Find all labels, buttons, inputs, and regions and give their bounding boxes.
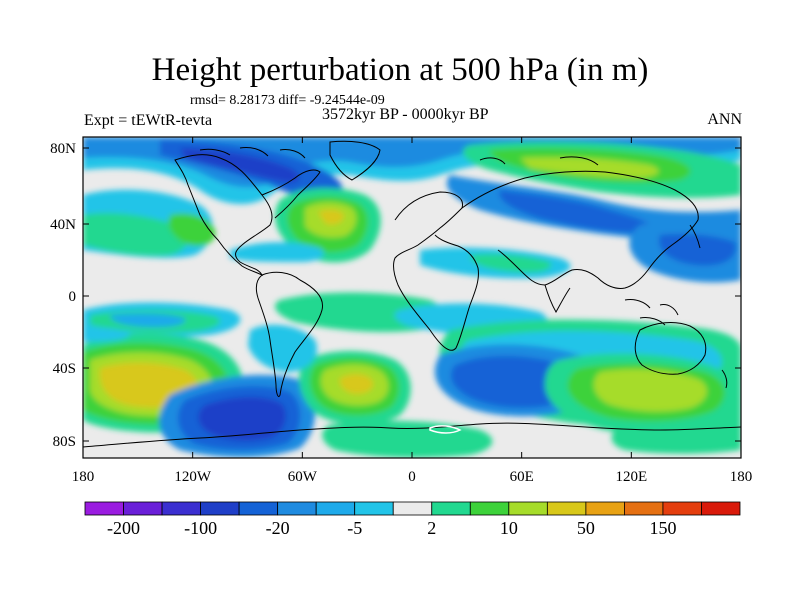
lon-tick-label: 120E: [615, 469, 647, 485]
colorbar-swatch: [508, 501, 548, 516]
lon-tick-label: 120W: [174, 469, 212, 485]
lon-tick-label: 180: [730, 469, 753, 485]
stats-text: rmsd= 8.28173 diff= -9.24544e-09: [190, 93, 385, 108]
colorbar-label: 150: [649, 518, 677, 538]
colorbar-swatch: [238, 501, 279, 516]
colorbar-swatch: [431, 501, 471, 516]
lat-tick-label: 40S: [53, 361, 76, 377]
colorbar-label: -100: [184, 518, 218, 538]
colorbar-swatch: [585, 501, 625, 516]
longitude-axis: 180 120W 60W 0 60E 120E 180: [72, 137, 753, 485]
lon-tick-label: 60W: [288, 469, 318, 485]
period-label: 3572kyr BP - 0000kyr BP: [322, 106, 489, 123]
height-perturbation-field: [83, 137, 741, 458]
lon-tick-label: 0: [408, 469, 416, 485]
latitude-axis: 80N 40N 0 40S 80S: [50, 141, 741, 450]
colorbar-swatch: [662, 501, 702, 516]
colorbar-swatch: [123, 501, 163, 516]
lat-tick-label: 0: [69, 289, 77, 305]
lon-tick-label: 180: [72, 469, 95, 485]
colorbar-swatch: [546, 501, 587, 516]
colorbar-swatch: [701, 501, 741, 516]
colorbar-swatch: [84, 501, 124, 516]
colorbar: [84, 501, 741, 516]
colorbar-swatch: [200, 501, 240, 516]
plot-title: Height perturbation at 500 hPa (in m): [151, 52, 649, 88]
colorbar-swatch: [469, 501, 510, 516]
colorbar-label: 10: [499, 518, 518, 538]
colorbar-label: -20: [265, 518, 290, 538]
lon-tick-label: 60E: [510, 469, 534, 485]
colorbar-label: -200: [107, 518, 141, 538]
lat-tick-label: 80N: [50, 141, 76, 157]
coastlines: [83, 140, 741, 448]
season-label: ANN: [707, 111, 742, 128]
colorbar-swatch: [354, 501, 394, 516]
lat-tick-label: 80S: [53, 434, 76, 450]
colorbar-label: 50: [576, 518, 595, 538]
colorbar-label: -5: [347, 518, 363, 538]
colorbar-swatch: [624, 501, 664, 516]
experiment-label: Expt = tEWtR-tevta: [84, 112, 213, 129]
colorbar-swatch: [392, 501, 433, 516]
colorbar-label: 2: [427, 518, 437, 538]
colorbar-swatch: [277, 501, 317, 516]
colorbar-swatch: [161, 501, 201, 516]
lat-tick-label: 40N: [50, 217, 76, 233]
colorbar-swatch: [315, 501, 356, 516]
